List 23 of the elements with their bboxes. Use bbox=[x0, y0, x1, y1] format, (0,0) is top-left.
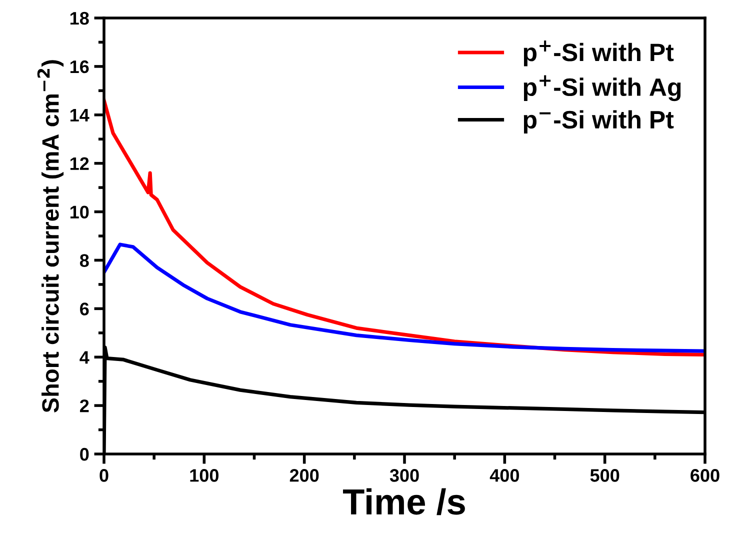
y-tick-label: 8 bbox=[80, 254, 89, 267]
y-tick-label: 16 bbox=[70, 60, 89, 74]
x-tick-label: 200 bbox=[290, 469, 319, 482]
y-tick-label: 12 bbox=[70, 157, 89, 170]
y-tick-label: 0 bbox=[80, 448, 89, 461]
x-tick-label: 100 bbox=[190, 469, 218, 482]
legend-label: p$^{+}$-Si with Pt bbox=[524, 40, 674, 66]
x-axis-title: Time /s bbox=[343, 488, 465, 516]
x-tick-label: 300 bbox=[390, 469, 419, 482]
legend-label: p$^{+}$-Si with Ag bbox=[524, 75, 681, 102]
y-tick-label: 18 bbox=[70, 12, 89, 25]
line-series bbox=[104, 242, 705, 353]
x-tick-label: 0 bbox=[100, 469, 108, 482]
y-tick-label: 10 bbox=[70, 206, 89, 218]
y-tick-label: 4 bbox=[80, 351, 90, 364]
x-tick-label: 600 bbox=[690, 469, 720, 482]
y-axis-title: Short circuit current (mA cm$^{−2}$) bbox=[37, 60, 64, 413]
y-tick-label: 6 bbox=[80, 302, 89, 316]
y-tick-label: 2 bbox=[80, 399, 89, 412]
x-tick-label: 400 bbox=[490, 469, 519, 482]
y-tick-label: 14 bbox=[70, 109, 90, 122]
legend-label: p$^{−}$-Si with Pt bbox=[524, 110, 674, 134]
x-tick-label: 500 bbox=[590, 469, 620, 482]
